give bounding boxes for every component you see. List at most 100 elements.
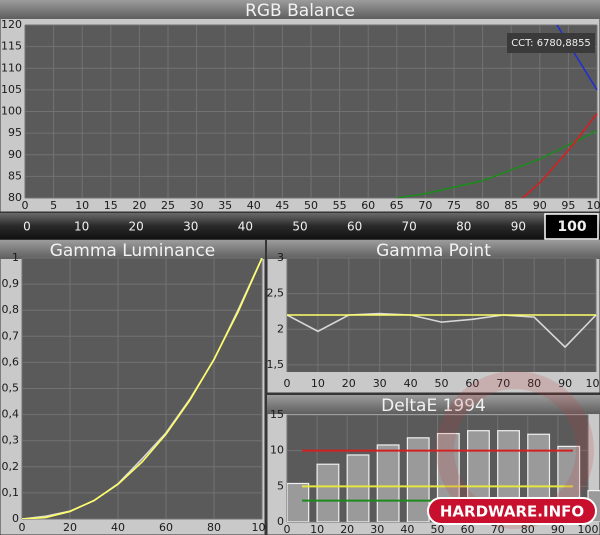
- x-tick-label: 90: [551, 523, 565, 535]
- x-tick-label: 100: [586, 377, 600, 390]
- x-tick-label: 85: [504, 199, 518, 212]
- x-tick-label: 0: [284, 523, 291, 535]
- y-tick-label: 115: [1, 40, 22, 53]
- y-tick-label: 0,2: [2, 460, 20, 473]
- x-tick-label: 10: [310, 523, 324, 535]
- x-tick-label: 100: [578, 523, 599, 535]
- x-tick-label: 10: [75, 199, 89, 212]
- slider-label: 20: [129, 220, 144, 234]
- x-tick-label: 15: [104, 199, 118, 212]
- x-tick-label: 60: [361, 199, 375, 212]
- y-tick-label: 0,1: [2, 486, 20, 499]
- slider-label: 50: [292, 220, 307, 234]
- y-tick-label: 0: [277, 515, 284, 528]
- x-tick-label: 50: [304, 199, 318, 212]
- x-tick-label: 20: [340, 523, 354, 535]
- y-tick-label: 0,7: [2, 329, 20, 342]
- slider-label: 70: [402, 220, 417, 234]
- series-line: [396, 130, 598, 198]
- slider-label: 60: [347, 220, 362, 234]
- slider-bar: [0, 213, 600, 239]
- marks: [22, 258, 263, 519]
- x-tick-label: 70: [491, 523, 505, 535]
- x-tick-label: 20: [63, 521, 77, 534]
- title-bar: [0, 240, 265, 259]
- x-tick-label: 80: [527, 377, 541, 390]
- x-tick-label: 10: [311, 377, 325, 390]
- x-tick-label: 40: [400, 523, 414, 535]
- x-tick-label: 40: [111, 521, 125, 534]
- x-tick-label: 30: [370, 523, 384, 535]
- y-tick-label: 0,5: [2, 382, 20, 395]
- y-tick-label: 90: [8, 148, 22, 161]
- slider-selected-label: 100: [557, 219, 586, 235]
- x-tick-label: 80: [476, 199, 490, 212]
- chart-title: RGB Balance: [245, 1, 355, 21]
- x-tick-label: 30: [373, 377, 387, 390]
- x-tick-label: 70: [496, 377, 510, 390]
- x-tick-label: 75: [447, 199, 461, 212]
- y-tick-label: 0,3: [2, 434, 20, 447]
- y-tick-label: 105: [1, 83, 22, 96]
- y-tick-label: 10: [270, 444, 284, 457]
- x-tick-label: 0: [284, 377, 291, 390]
- y-tick-label: 110: [1, 61, 22, 74]
- y-tick-label: 100: [1, 105, 22, 118]
- slider-selected[interactable]: [544, 213, 599, 240]
- series-line: [287, 312, 597, 349]
- x-tick-label: 40: [404, 377, 418, 390]
- x-tick-label: 70: [418, 199, 432, 212]
- bar: [287, 482, 310, 522]
- y-tick-label: 0,8: [2, 303, 20, 316]
- title-bar: [0, 0, 600, 19]
- x-tick-label: 60: [465, 377, 479, 390]
- marks: [287, 312, 597, 349]
- x-tick-label: 25: [161, 199, 175, 212]
- y-tick-label: 80: [8, 191, 22, 204]
- x-tick-label: 100: [587, 199, 600, 212]
- x-tick-label: 55: [333, 199, 347, 212]
- y-tick-label: 1: [12, 251, 19, 264]
- bar: [376, 444, 400, 522]
- y-tick-label: 120: [1, 18, 22, 31]
- y-tick-label: 85: [8, 169, 22, 182]
- x-tick-label: 5: [50, 199, 57, 212]
- y-tick-label: 15: [270, 408, 284, 421]
- bar: [316, 463, 340, 522]
- x-tick-label: 20: [342, 377, 356, 390]
- x-tick-label: 45: [275, 199, 289, 212]
- chart-title: Gamma Point: [376, 241, 491, 261]
- title-bar: [267, 395, 600, 414]
- y-tick-label: 3: [277, 251, 284, 264]
- y-tick-label: 2: [277, 322, 284, 335]
- x-tick-label: 0: [22, 199, 29, 212]
- y-tick-label: 2,5: [267, 287, 285, 300]
- x-tick-label: 20: [132, 199, 146, 212]
- series-line: [522, 113, 598, 198]
- x-tick-label: 95: [561, 199, 575, 212]
- watermark-badge: [427, 497, 597, 525]
- y-tick-label: 95: [8, 126, 22, 139]
- x-tick-label: 50: [435, 377, 449, 390]
- chart-title: DeltaE 1994: [381, 396, 486, 416]
- title-bar: [267, 240, 600, 259]
- slider-label: 0: [23, 220, 31, 234]
- y-tick-label: 0,9: [2, 277, 20, 290]
- series-line: [22, 258, 263, 519]
- slider-label: 30: [183, 220, 198, 234]
- x-tick-label: 60: [461, 523, 475, 535]
- slider-label: 80: [456, 220, 471, 234]
- x-tick-label: 40: [247, 199, 261, 212]
- x-tick-label: 60: [159, 521, 173, 534]
- x-tick-label: 80: [207, 521, 221, 534]
- x-tick-label: 65: [390, 199, 404, 212]
- y-tick-label: 5: [277, 479, 284, 492]
- y-tick-label: 0,6: [2, 355, 20, 368]
- slider-label: 40: [238, 220, 253, 234]
- x-tick-label: 35: [218, 199, 232, 212]
- annotation-box: [507, 33, 595, 53]
- x-tick-label: 90: [533, 199, 547, 212]
- x-tick-label: 30: [190, 199, 204, 212]
- x-tick-label: 50: [431, 523, 445, 535]
